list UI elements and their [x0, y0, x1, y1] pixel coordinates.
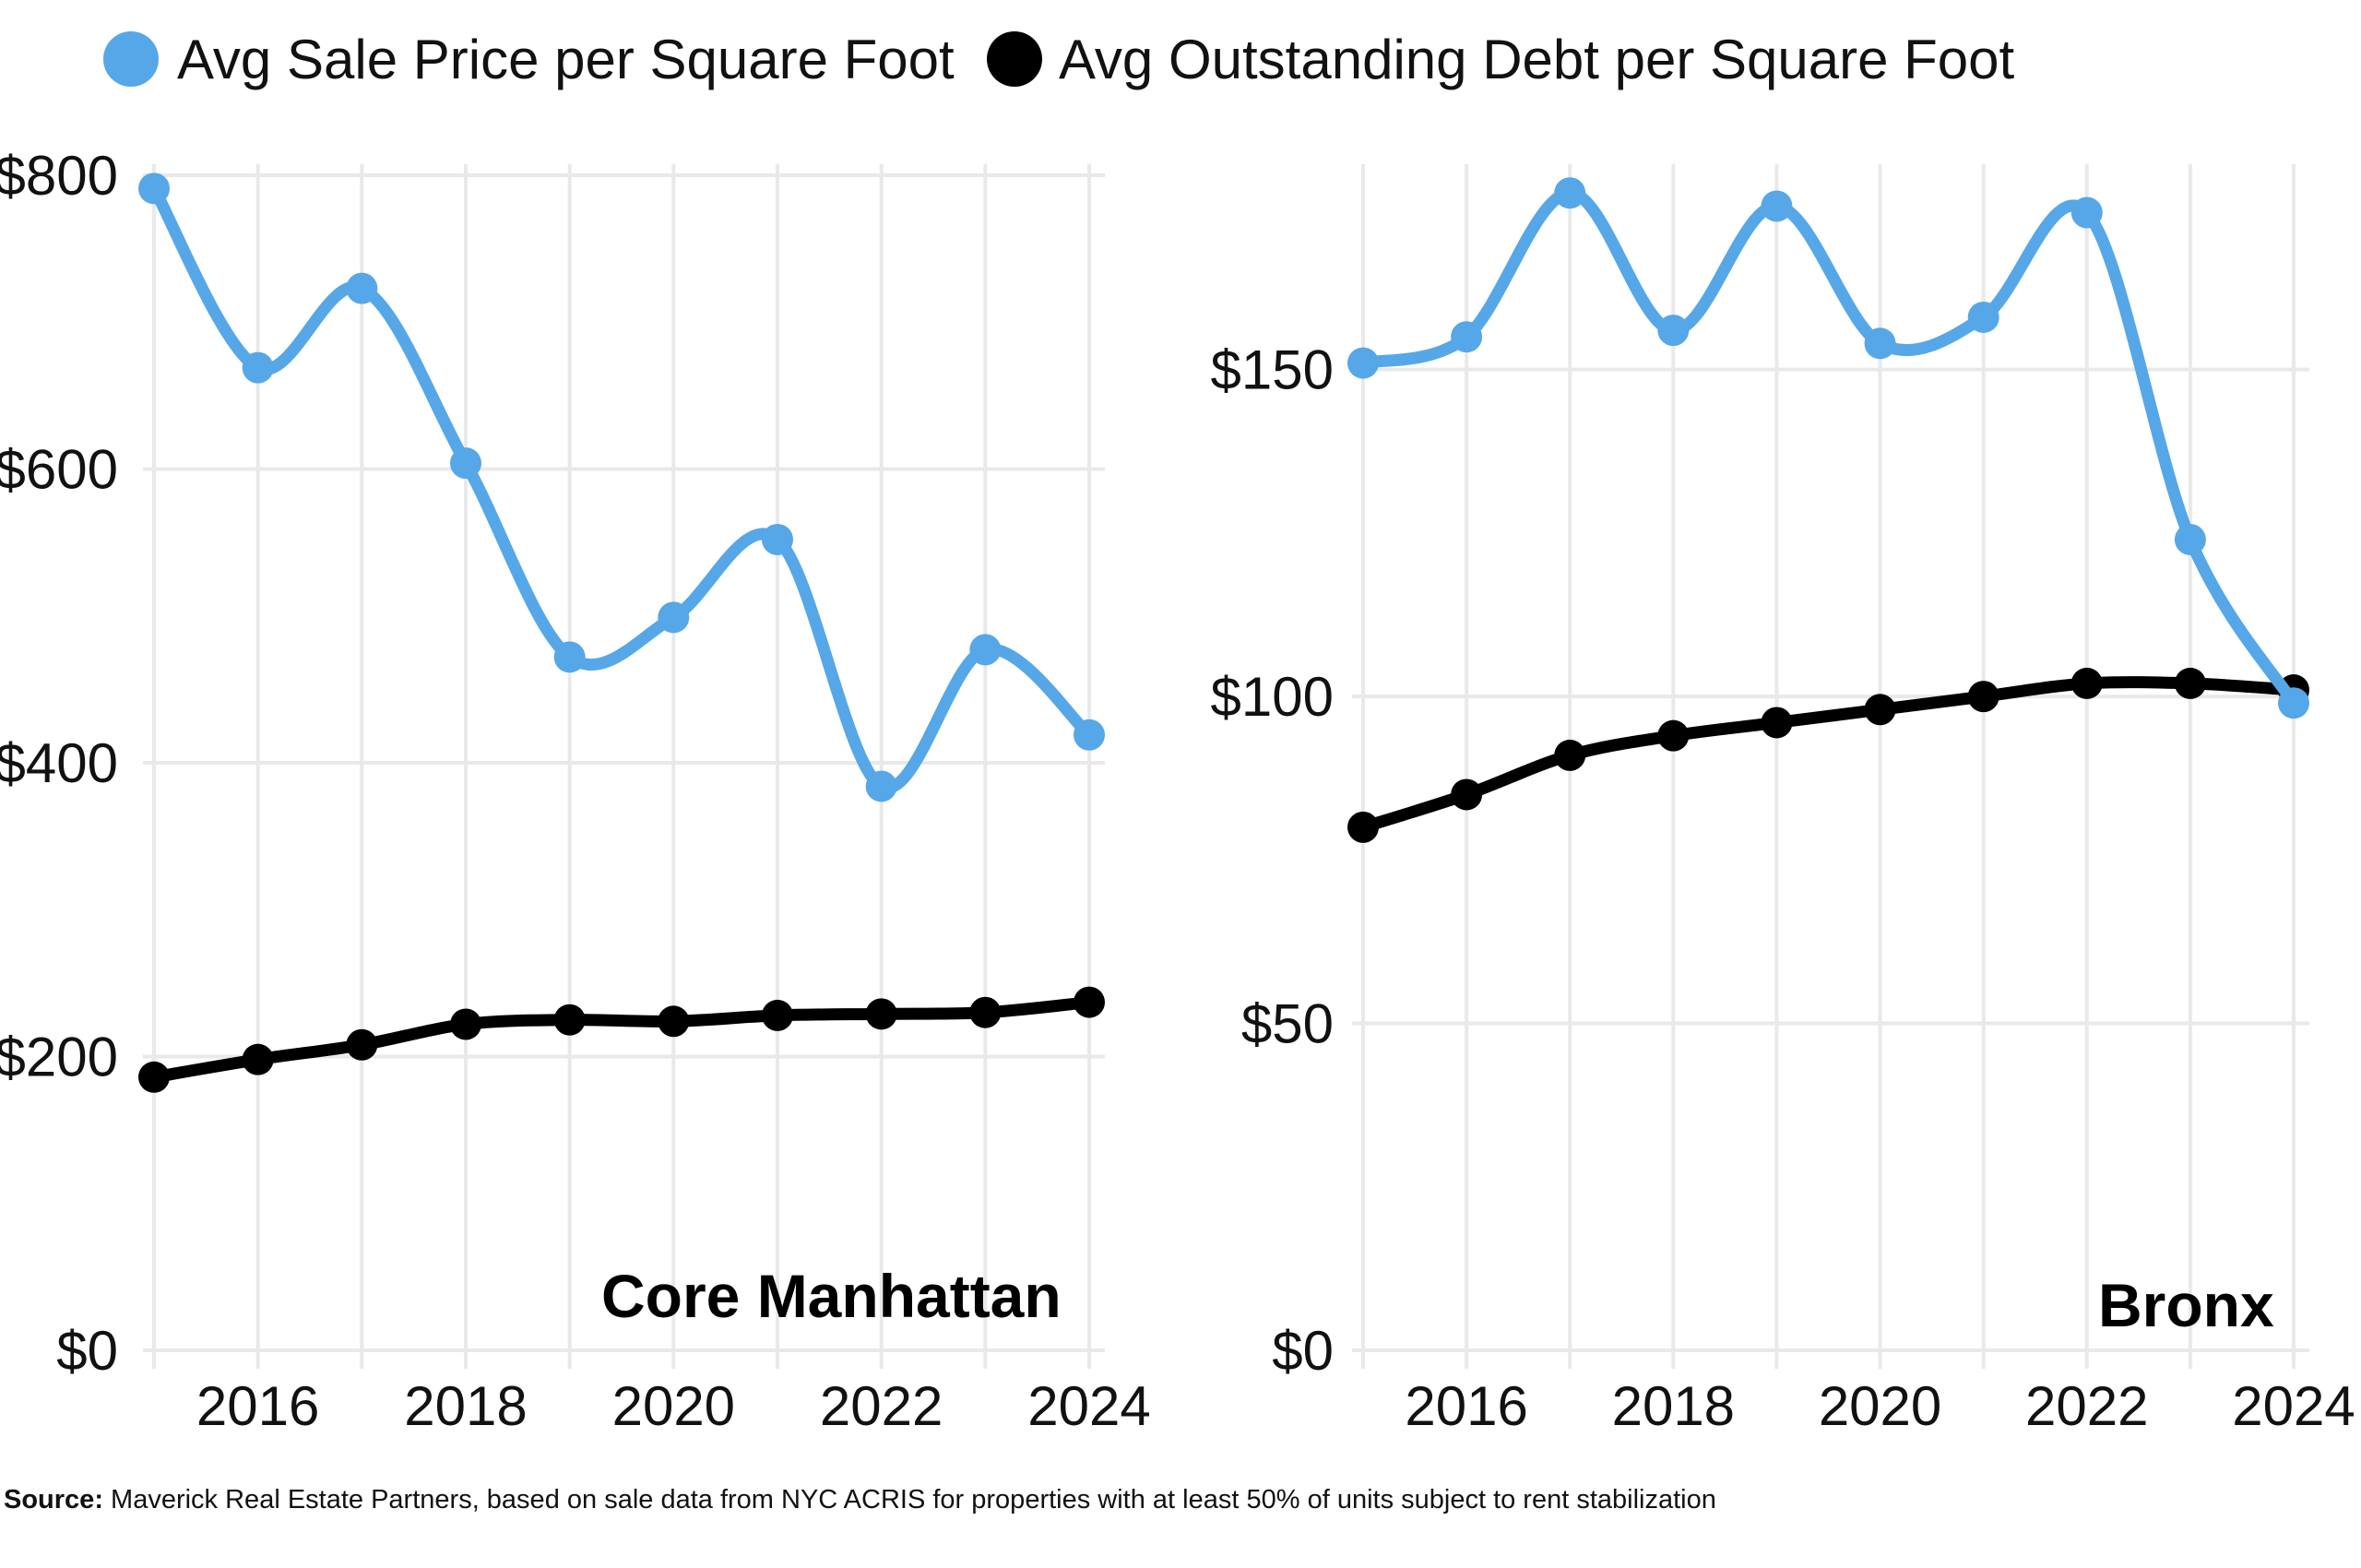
data-point-avg-outstanding-debt-per-square-foot-2020 [658, 1005, 690, 1038]
series-line-avg-sale-price-per-square-foot [1357, 186, 2300, 709]
data-point-avg-sale-price-per-square-foot-2019 [1761, 190, 1793, 222]
data-point-avg-sale-price-per-square-foot-2024 [2278, 687, 2309, 719]
data-point-avg-outstanding-debt-per-square-foot-2019 [553, 1004, 586, 1036]
source-note: Source: Maverick Real Estate Partners, b… [4, 1485, 1716, 1515]
data-point-avg-outstanding-debt-per-square-foot-2017 [1554, 739, 1586, 771]
panel-label: Bronx [2098, 1271, 2274, 1339]
data-point-avg-outstanding-debt-per-square-foot-2020 [1864, 694, 1896, 726]
y-tick-label: $200 [0, 1027, 118, 1088]
y-tick-label: $150 [1211, 339, 1334, 401]
data-point-avg-outstanding-debt-per-square-foot-2021 [1967, 681, 1999, 713]
x-tick-label: 2024 [1027, 1375, 1150, 1437]
x-tick-label: 2016 [196, 1375, 319, 1437]
data-point-avg-sale-price-per-square-foot-2015 [138, 172, 170, 205]
data-point-avg-sale-price-per-square-foot-2018 [1657, 315, 1690, 347]
x-tick-label: 2024 [2232, 1375, 2355, 1437]
data-point-avg-sale-price-per-square-foot-2015 [1347, 347, 1379, 379]
legend-label-avg-sale-price-per-square-foot: Avg Sale Price per Square Foot [177, 29, 955, 90]
data-point-avg-sale-price-per-square-foot-2022 [2070, 196, 2103, 229]
panel-core-manhattan: $0 $200 $400 $600 $800 2016 2018 2020 2022 2024 Co… [0, 145, 1151, 1437]
data-point-avg-outstanding-debt-per-square-foot-2016 [242, 1043, 274, 1075]
data-point-avg-sale-price-per-square-foot-2023 [2174, 523, 2206, 555]
x-tick-label: 2018 [404, 1375, 527, 1437]
source-label: Source: [4, 1485, 103, 1515]
x-tick-label: 2022 [820, 1375, 943, 1437]
data-point-avg-sale-price-per-square-foot-2020 [658, 601, 690, 634]
x-tick-label: 2016 [1405, 1375, 1527, 1437]
data-point-avg-sale-price-per-square-foot-2016 [1451, 321, 1483, 353]
data-point-avg-outstanding-debt-per-square-foot-2021 [762, 999, 793, 1031]
data-point-avg-sale-price-per-square-foot-2020 [1864, 327, 1896, 360]
legend-marker-avg-sale-price-per-square-foot [103, 31, 159, 87]
data-point-avg-outstanding-debt-per-square-foot-2022 [865, 998, 897, 1030]
y-tick-label: $0 [56, 1320, 118, 1382]
panel-bronx: $0 $50 $100 $150 2016 2018 2020 2022 2024 Bronx [1211, 164, 2355, 1437]
x-tick-label: 2022 [2025, 1375, 2148, 1437]
x-tick-label: 2020 [1819, 1375, 1941, 1437]
data-point-avg-outstanding-debt-per-square-foot-2018 [450, 1008, 481, 1040]
data-point-avg-outstanding-debt-per-square-foot-2022 [2070, 667, 2103, 699]
series-line-avg-outstanding-debt-per-square-foot [148, 996, 1096, 1084]
data-point-avg-sale-price-per-square-foot-2022 [865, 770, 897, 802]
y-tick-label: $50 [1241, 993, 1334, 1055]
data-point-avg-outstanding-debt-per-square-foot-2018 [1657, 719, 1690, 752]
data-point-avg-outstanding-debt-per-square-foot-2015 [1347, 811, 1379, 843]
data-point-avg-outstanding-debt-per-square-foot-2023 [969, 996, 1002, 1028]
legend-label-avg-outstanding-debt-per-square-foot: Avg Outstanding Debt per Square Foot [1059, 29, 2015, 90]
y-tick-label: $600 [0, 439, 118, 501]
y-tick-label: $0 [1272, 1320, 1334, 1382]
data-point-avg-sale-price-per-square-foot-2021 [762, 523, 793, 555]
data-point-avg-sale-price-per-square-foot-2018 [450, 447, 481, 480]
y-tick-label: $800 [0, 145, 118, 207]
y-tick-label: $400 [0, 732, 118, 794]
data-point-avg-outstanding-debt-per-square-foot-2023 [2174, 667, 2206, 699]
panel-label: Core Manhattan [601, 1262, 1062, 1330]
data-point-avg-outstanding-debt-per-square-foot-2024 [1074, 986, 1105, 1018]
data-point-avg-sale-price-per-square-foot-2021 [1967, 301, 1999, 333]
data-point-avg-sale-price-per-square-foot-2024 [1074, 719, 1105, 751]
x-tick-label: 2020 [612, 1375, 735, 1437]
data-point-avg-outstanding-debt-per-square-foot-2015 [138, 1061, 170, 1093]
x-tick-label: 2018 [1612, 1375, 1735, 1437]
series-line-avg-outstanding-debt-per-square-foot [1357, 676, 2300, 834]
data-point-avg-sale-price-per-square-foot-2017 [346, 272, 378, 304]
legend-marker-avg-outstanding-debt-per-square-foot [987, 31, 1042, 87]
data-point-avg-sale-price-per-square-foot-2016 [242, 351, 274, 384]
data-point-avg-sale-price-per-square-foot-2023 [969, 634, 1002, 666]
y-tick-label: $100 [1211, 666, 1334, 728]
data-point-avg-outstanding-debt-per-square-foot-2017 [346, 1028, 378, 1061]
series-line-avg-sale-price-per-square-foot [148, 182, 1096, 794]
legend: Avg Sale Price per Square Foot Avg Outsta… [103, 29, 2015, 90]
data-point-avg-sale-price-per-square-foot-2019 [553, 641, 586, 673]
source-text: Maverick Real Estate Partners, based on … [111, 1485, 1716, 1515]
data-point-avg-outstanding-debt-per-square-foot-2019 [1761, 707, 1793, 739]
data-point-avg-sale-price-per-square-foot-2017 [1554, 177, 1586, 209]
data-point-avg-outstanding-debt-per-square-foot-2016 [1451, 778, 1483, 811]
